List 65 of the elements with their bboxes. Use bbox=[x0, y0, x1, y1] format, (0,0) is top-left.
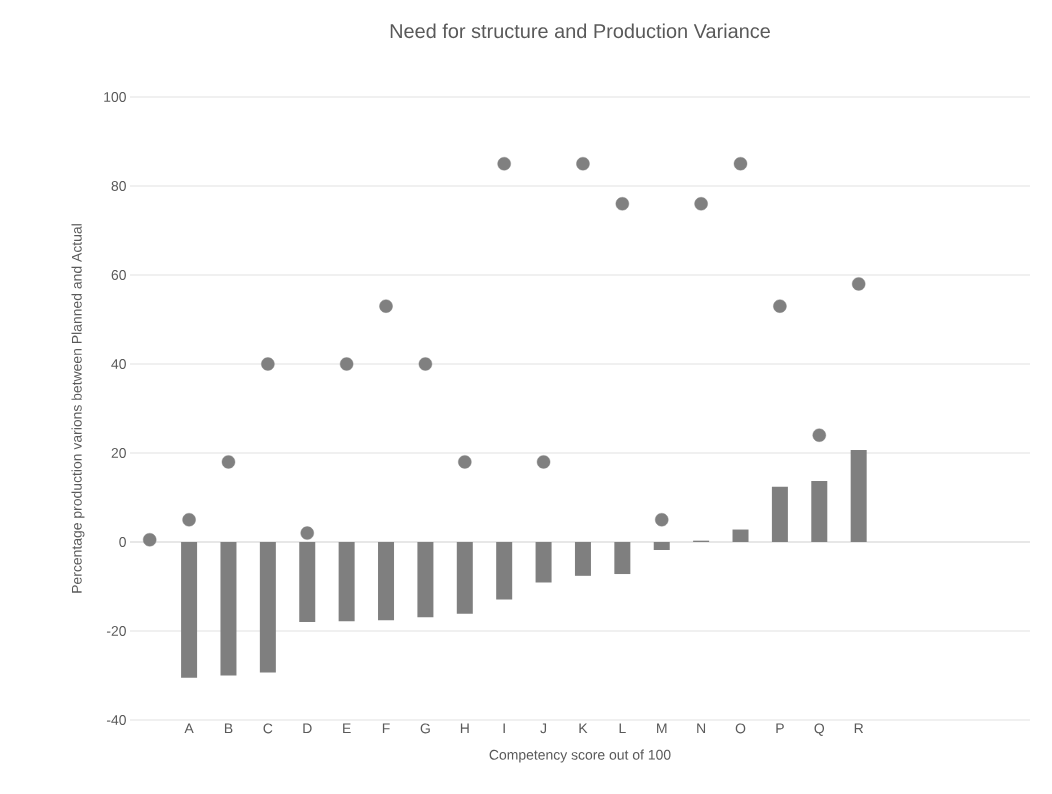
point bbox=[773, 299, 787, 313]
x-tick-label: H bbox=[460, 723, 469, 734]
point bbox=[182, 513, 196, 527]
bar bbox=[771, 486, 788, 542]
bar bbox=[378, 542, 395, 621]
y-tick-label: -40 bbox=[106, 715, 126, 725]
point bbox=[339, 357, 354, 371]
x-tick-label: O bbox=[735, 723, 746, 734]
point bbox=[458, 455, 472, 469]
x-tick-label: J bbox=[540, 723, 547, 734]
point bbox=[812, 428, 826, 442]
y-tick-label: 80 bbox=[111, 181, 126, 191]
point bbox=[655, 513, 669, 527]
point bbox=[851, 277, 866, 291]
x-tick-label: D bbox=[303, 723, 312, 734]
x-tick-label: F bbox=[382, 723, 390, 734]
bar bbox=[496, 542, 513, 600]
x-tick-label: I bbox=[503, 723, 505, 734]
x-tick-label: L bbox=[619, 723, 626, 734]
bar bbox=[338, 542, 355, 622]
point bbox=[497, 157, 511, 171]
point bbox=[536, 455, 551, 469]
y-tick-label: 0 bbox=[119, 537, 126, 547]
bar bbox=[732, 529, 749, 542]
bar bbox=[220, 542, 237, 676]
y-tick-label: 20 bbox=[111, 448, 126, 458]
bar bbox=[614, 542, 631, 575]
x-tick-label: B bbox=[224, 723, 233, 734]
y-tick-label: 60 bbox=[111, 270, 126, 280]
point bbox=[300, 526, 314, 540]
point bbox=[221, 455, 236, 469]
x-tick-label: E bbox=[343, 723, 351, 734]
chart-title: Need for structure and Production Variance bbox=[390, 23, 770, 39]
bar bbox=[811, 481, 828, 542]
x-tick-label: Q bbox=[814, 723, 825, 736]
point bbox=[143, 533, 157, 547]
bar bbox=[850, 449, 867, 542]
bar bbox=[181, 542, 198, 678]
bar bbox=[653, 542, 670, 551]
y-axis-title: Percentage production varions between Planned and Actual bbox=[71, 224, 85, 593]
x-tick-label: C bbox=[263, 723, 273, 734]
bar bbox=[417, 542, 434, 618]
bar bbox=[535, 542, 552, 583]
x-tick-label: P bbox=[776, 723, 784, 734]
bar bbox=[299, 542, 316, 623]
point bbox=[733, 157, 748, 171]
point bbox=[615, 197, 630, 211]
y-tick-label: 40 bbox=[111, 359, 126, 369]
y-tick-label: 100 bbox=[104, 92, 126, 102]
x-tick-label: A bbox=[184, 723, 194, 734]
bar bbox=[259, 542, 276, 673]
point bbox=[418, 357, 433, 371]
x-tick-label: M bbox=[657, 723, 667, 734]
x-axis-title: Competency score out of 100 bbox=[489, 749, 671, 763]
bar bbox=[574, 542, 591, 576]
point bbox=[379, 299, 393, 313]
point bbox=[576, 157, 590, 171]
x-tick-label: K bbox=[579, 723, 588, 734]
x-tick-label: G bbox=[420, 723, 430, 734]
x-tick-label: N bbox=[697, 723, 706, 734]
point bbox=[261, 357, 275, 371]
bar bbox=[456, 542, 473, 614]
point bbox=[694, 197, 708, 211]
y-tick-label: -20 bbox=[106, 626, 126, 636]
x-tick-label: R bbox=[854, 723, 864, 734]
